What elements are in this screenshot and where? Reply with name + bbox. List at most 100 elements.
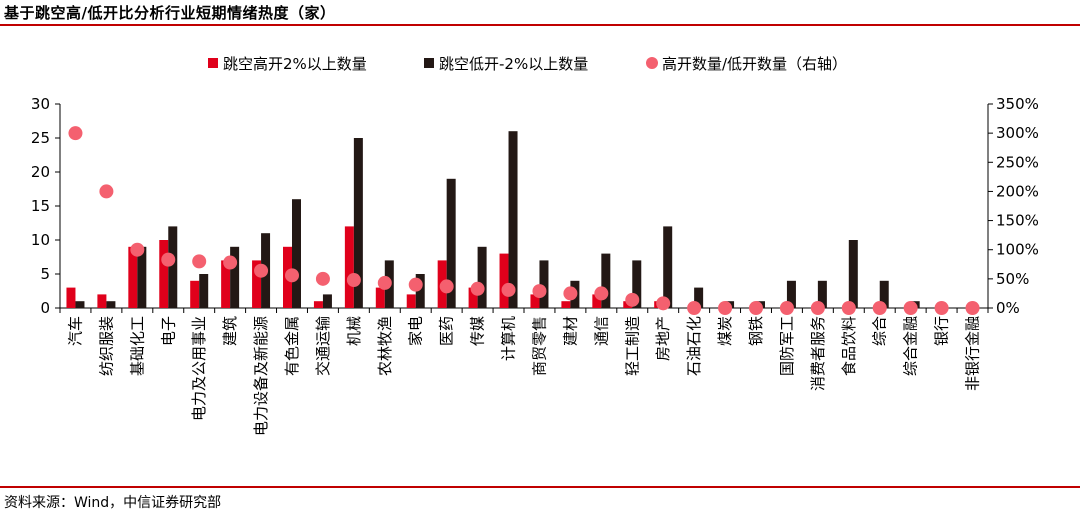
bar-gap-up	[344, 226, 354, 308]
bar-gap-up	[190, 280, 200, 308]
category-label: 国防军工	[778, 316, 796, 376]
y-left-tick-label: 20	[31, 163, 50, 181]
axes: 0510152025300%50%100%150%200%250%300%350…	[31, 95, 1039, 436]
category-label: 钢铁	[747, 316, 765, 346]
bar-gap-up	[221, 260, 231, 308]
category-label: 汽车	[66, 316, 84, 346]
bar-gap-down	[663, 226, 673, 308]
ratio-point	[408, 277, 423, 292]
category-label: 消费者服务	[809, 316, 827, 391]
ratio-point	[285, 268, 299, 283]
marks	[66, 126, 980, 315]
category-label: 电子	[159, 316, 177, 346]
bar-gap-up	[66, 287, 76, 308]
bar-gap-down	[168, 226, 178, 308]
category-label: 交通运输	[314, 316, 332, 376]
bar-gap-down	[601, 253, 611, 308]
bar-gap-down	[786, 280, 796, 308]
bar-gap-up	[561, 301, 571, 308]
category-label: 基础化工	[128, 316, 146, 376]
bar-gap-up	[530, 294, 540, 308]
bar-gap-down	[539, 260, 549, 308]
ratio-point	[934, 301, 949, 315]
ratio-point	[965, 301, 980, 315]
y-left-tick-label: 5	[40, 265, 50, 283]
ratio-point	[594, 286, 609, 301]
bar-gap-up	[468, 287, 478, 308]
y-right-tick-label: 300%	[996, 124, 1039, 142]
category-label: 通信	[592, 316, 610, 346]
ratio-point	[68, 126, 83, 141]
category-label: 非银行金融	[964, 316, 982, 391]
legend-swatch	[208, 58, 218, 68]
y-right-tick-label: 200%	[996, 182, 1039, 200]
category-label: 机械	[345, 316, 363, 346]
bar-gap-down	[848, 240, 858, 308]
y-left-tick-label: 30	[31, 95, 50, 113]
category-label: 综合	[871, 316, 889, 346]
category-label: 商贸零售	[530, 316, 548, 376]
bar-gap-down	[75, 301, 85, 308]
ratio-point	[161, 252, 176, 267]
ratio-point	[903, 301, 918, 315]
ratio-point	[254, 263, 269, 278]
ratio-point	[439, 279, 454, 294]
ratio-point	[346, 273, 361, 288]
y-right-tick-label: 0%	[996, 299, 1020, 317]
category-label: 综合金融	[902, 316, 920, 376]
ratio-point	[656, 296, 671, 311]
legend-swatch	[424, 58, 434, 68]
ratio-point	[687, 301, 702, 315]
category-label: 煤炭	[716, 316, 734, 346]
category-label: 轻工制造	[623, 316, 641, 376]
bar-gap-down	[199, 274, 209, 308]
category-label: 建筑	[221, 316, 239, 346]
ratio-point	[779, 301, 794, 315]
legend-label: 高开数量/低开数量（右轴）	[662, 55, 847, 73]
category-label: 食品饮料	[840, 316, 858, 376]
bar-gap-up	[375, 287, 385, 308]
bar-gap-up	[252, 260, 262, 308]
bar-gap-up	[406, 294, 416, 308]
y-left-tick-label: 10	[31, 231, 50, 249]
bar-gap-up	[97, 294, 107, 308]
ratio-point	[99, 184, 114, 199]
bar-gap-down	[292, 199, 301, 308]
bar-gap-up	[128, 246, 138, 308]
bar-gap-down	[137, 246, 147, 308]
category-label: 建材	[561, 316, 579, 346]
ratio-point	[872, 301, 887, 315]
bar-gap-down	[446, 178, 456, 308]
category-label: 电力及公用事业	[190, 316, 208, 421]
bar-gap-down	[415, 274, 425, 308]
bar-gap-up	[159, 240, 169, 308]
y-right-tick-label: 350%	[996, 95, 1039, 113]
ratio-point	[501, 282, 516, 297]
category-label: 计算机	[500, 316, 518, 361]
bar-gap-down	[353, 138, 363, 308]
category-label: 医药	[438, 316, 456, 346]
category-label: 纺织服装	[97, 316, 115, 376]
bar-gap-down	[817, 280, 827, 308]
ratio-point	[532, 284, 547, 299]
category-label: 房地产	[654, 316, 672, 361]
ratio-point	[625, 292, 640, 307]
bottom-rule	[0, 486, 1080, 488]
bar-gap-down	[632, 260, 642, 308]
source-note: 资料来源：Wind，中信证券研究部	[4, 495, 222, 511]
category-label: 有色金属	[283, 316, 301, 376]
legend-swatch	[646, 57, 658, 69]
bar-gap-down	[694, 287, 704, 308]
ratio-point	[315, 271, 330, 286]
top-rule	[0, 24, 1080, 26]
legend-label: 跳空低开-2%以上数量	[439, 55, 588, 73]
bar-gap-down	[477, 246, 487, 308]
bar-gap-up	[313, 301, 323, 308]
y-right-tick-label: 50%	[996, 270, 1029, 288]
y-right-tick-label: 250%	[996, 153, 1039, 171]
bar-gap-up	[499, 253, 509, 308]
chart: 跳空高开2%以上数量 跳空低开-2%以上数量 高开数量/低开数量（右轴） 0 5 10 1…	[31, 55, 1039, 436]
category-label: 石油石化	[685, 316, 703, 376]
legend-label: 跳空高开2%以上数量	[223, 55, 367, 73]
ratio-point	[470, 281, 485, 296]
